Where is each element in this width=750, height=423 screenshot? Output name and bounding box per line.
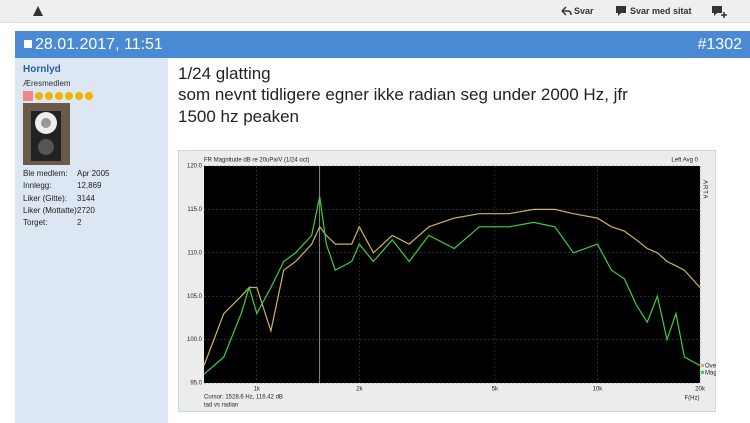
post-header: 28.01.2017, 11:51 #1302 <box>15 31 750 58</box>
post-text-line: som nevnt tidligere egner ikke radian se… <box>178 85 628 104</box>
stat-label: Liker (Gitte): <box>23 193 68 203</box>
x-tick-label: 20k <box>695 387 706 393</box>
quote-icon <box>616 6 626 16</box>
user-panel: Hornlyd Æresmedlem Ble medlem: Apr 2005 In… <box>15 58 168 423</box>
x-axis-label: F(Hz) <box>685 396 700 402</box>
warning-icon[interactable] <box>32 5 44 17</box>
stat-label: Liker (Mottatte): <box>23 205 80 215</box>
stat-value: 2720 <box>77 205 95 215</box>
stat-value: Apr 2005 <box>77 169 110 178</box>
stat-label: Ble medlem: <box>23 169 68 178</box>
x-tick-label: 2k <box>356 387 363 393</box>
post-text-line: 1500 hz peaken <box>178 107 299 126</box>
post-date: 28.01.2017, 11:51 <box>35 36 163 53</box>
stat-label: Torget: <box>23 218 48 228</box>
y-tick-label: 100.0 <box>187 337 203 343</box>
stat-value: 3144 <box>77 193 95 203</box>
legend-swatch <box>701 371 704 374</box>
reply-icon <box>561 6 572 16</box>
brand-label: ARTA <box>701 180 707 199</box>
chart: FR Magnitude dB re 20uPa/V (1/24 oct) Lef… <box>178 150 716 412</box>
post-number[interactable]: #1302 <box>697 36 743 53</box>
avatar[interactable] <box>23 103 70 165</box>
x-tick-label: 1k <box>254 387 261 393</box>
y-tick-label: 105.0 <box>187 294 203 300</box>
post-marker <box>24 40 32 48</box>
post-text-line: 1/24 glatting <box>178 64 271 83</box>
rank-stars <box>23 91 93 101</box>
series-line <box>203 208 701 366</box>
stat-value: 2 <box>77 218 82 228</box>
x-tick-label: 10k <box>593 387 604 393</box>
cursor-label: Cursor: 1528.6 Hz, 116.42 dB <box>204 395 283 401</box>
chart-title: FR Magnitude dB re 20uPa/V (1/24 oct) <box>204 158 309 164</box>
quote-button[interactable]: Svar med sitat <box>630 6 692 16</box>
legend-label: Over <box>705 364 716 370</box>
toolbar: Svar Svar med sitat <box>0 0 750 23</box>
legend-label: Magn <box>705 371 716 377</box>
series-line <box>203 196 701 375</box>
y-tick-label: 95.0 <box>190 381 202 387</box>
plot-area <box>204 166 700 383</box>
stat-value: 12,869 <box>77 181 102 191</box>
legend-swatch <box>701 364 704 367</box>
x-tick-label: 5k <box>492 387 499 393</box>
stat-label: Innlegg: <box>23 181 52 191</box>
reply-button[interactable]: Svar <box>574 6 594 16</box>
chart-note: tad vs radian <box>204 403 238 409</box>
y-tick-label: 120.0 <box>187 164 203 170</box>
user-name[interactable]: Hornlyd <box>23 64 61 75</box>
y-tick-label: 115.0 <box>187 207 202 213</box>
channel-label: Left Avg 0 <box>671 158 698 164</box>
multiquote-button[interactable] <box>711 5 727 18</box>
y-tick-label: 110.0 <box>187 250 202 256</box>
user-title: Æresmedlem <box>23 79 71 88</box>
